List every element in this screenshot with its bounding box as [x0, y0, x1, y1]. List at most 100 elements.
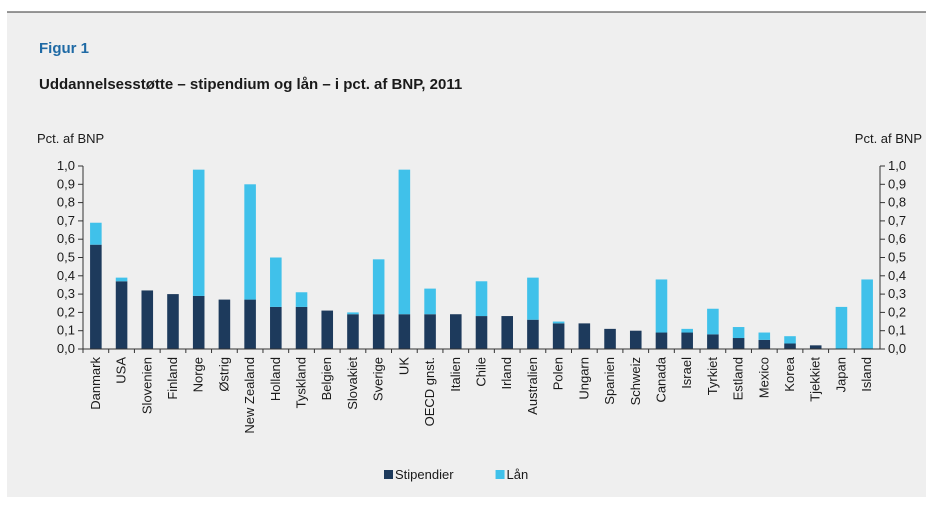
x-tick-label: Italien — [448, 357, 463, 392]
x-tick-label: OECD gnst. — [422, 357, 437, 426]
y-tick-label: 0,9 — [57, 176, 75, 191]
bar-segment — [861, 279, 873, 349]
bar-segment — [270, 306, 282, 349]
x-tick-label: Danmark — [88, 357, 103, 410]
x-tick-label: Japan — [833, 357, 848, 392]
x-tick-label: Schweiz — [628, 357, 643, 405]
x-tick-label: Polen — [551, 357, 566, 390]
bar-segment — [475, 316, 488, 349]
bar-segment — [398, 169, 411, 315]
y2-tick-label: 0,8 — [888, 195, 906, 210]
y2-tick-label: 0,4 — [888, 268, 906, 283]
bar-segment — [835, 306, 848, 349]
bar-segment — [347, 312, 359, 315]
bar-segment — [501, 316, 513, 349]
bar-segment — [707, 334, 719, 349]
panel-background — [7, 12, 926, 497]
x-tick-label: Norge — [191, 357, 206, 392]
bar-segment — [141, 290, 154, 349]
bar-segment — [218, 299, 231, 349]
x-tick-label: Chile — [474, 357, 489, 387]
bar-segment — [681, 328, 693, 333]
y2-tick-label: 0,3 — [888, 286, 906, 301]
bar-segment — [192, 295, 205, 349]
x-tick-label: Holland — [268, 357, 283, 401]
x-tick-label: Finland — [165, 357, 180, 400]
x-tick-label: Island — [859, 357, 874, 392]
y-tick-label: 0,5 — [57, 250, 75, 265]
bar-segment — [167, 294, 179, 349]
x-tick-label: Tjekkiet — [808, 357, 823, 402]
legend-label: Stipendier — [395, 467, 454, 482]
bar-segment — [475, 281, 488, 317]
legend-label: Lån — [507, 467, 529, 482]
x-tick-label: Belgien — [319, 357, 334, 400]
y2-tick-label: 0,5 — [888, 250, 906, 265]
x-tick-label: UK — [396, 357, 411, 375]
y2-tick-label: 0,6 — [888, 231, 906, 246]
bar-segment — [295, 292, 308, 307]
y2-tick-label: 0,9 — [888, 176, 906, 191]
bar-segment — [655, 279, 668, 333]
bar-segment — [758, 339, 771, 349]
y2-tick-label: 0,2 — [888, 304, 906, 319]
bar-segment — [758, 332, 771, 340]
bar-segment — [552, 321, 565, 324]
bar-segment — [784, 343, 796, 349]
bar-segment — [629, 330, 642, 349]
y-tick-label: 0,0 — [57, 341, 75, 356]
y-tick-label: 0,6 — [57, 231, 75, 246]
x-tick-label: Spanien — [602, 357, 617, 405]
x-tick-label: Korea — [782, 356, 797, 391]
x-tick-label: Østrig — [216, 357, 231, 392]
x-tick-label: Sverige — [371, 357, 386, 401]
bar-segment — [424, 314, 436, 349]
bar-segment — [192, 169, 205, 296]
y2-tick-label: 1,0 — [888, 158, 906, 173]
bar-segment — [604, 328, 616, 349]
x-tick-label: Slovakiet — [345, 357, 360, 410]
bar-segment — [732, 338, 745, 349]
bar-segment — [244, 184, 256, 300]
bar-segment — [655, 332, 668, 349]
bar-segment — [578, 323, 591, 349]
x-tick-label: New Zealand — [242, 357, 257, 434]
y-tick-label: 0,3 — [57, 286, 75, 301]
bar-segment — [244, 299, 256, 349]
bar-segment — [681, 332, 693, 349]
x-tick-label: Australien — [525, 357, 540, 415]
bar-segment — [295, 306, 308, 349]
bar-segment — [784, 336, 796, 344]
y-tick-label: 0,4 — [57, 268, 75, 283]
y2-tick-label: 0,1 — [888, 323, 906, 338]
x-tick-label: USA — [114, 357, 129, 384]
y2-tick-label: 0,7 — [888, 213, 906, 228]
bar-segment — [347, 314, 359, 349]
bar-segment — [707, 308, 719, 335]
y-tick-label: 1,0 — [57, 158, 75, 173]
x-tick-label: Mexico — [756, 357, 771, 398]
y-tick-label: 0,8 — [57, 195, 75, 210]
x-tick-label: Estland — [731, 357, 746, 400]
bar-segment — [372, 259, 385, 315]
bar-segment — [809, 345, 822, 349]
legend-swatch — [384, 470, 393, 479]
x-tick-label: Slovenien — [139, 357, 154, 414]
bar-segment — [115, 277, 128, 282]
bar-segment — [552, 323, 565, 349]
chart-title: Uddannelsesstøtte – stipendium og lån – … — [39, 76, 462, 93]
y-axis-title: Pct. af BNP — [37, 131, 104, 146]
x-tick-label: Israel — [679, 357, 694, 389]
y2-tick-label: 0,0 — [888, 341, 906, 356]
y2-axis-title: Pct. af BNP — [855, 131, 922, 146]
bar-segment — [450, 314, 462, 349]
bar-segment — [527, 277, 539, 320]
figure-label: Figur 1 — [39, 40, 89, 57]
bar-segment — [270, 257, 282, 307]
bar-segment — [424, 288, 436, 315]
x-tick-label: Ungarn — [576, 357, 591, 400]
x-tick-label: Canada — [653, 356, 668, 402]
bar-segment — [527, 319, 539, 349]
